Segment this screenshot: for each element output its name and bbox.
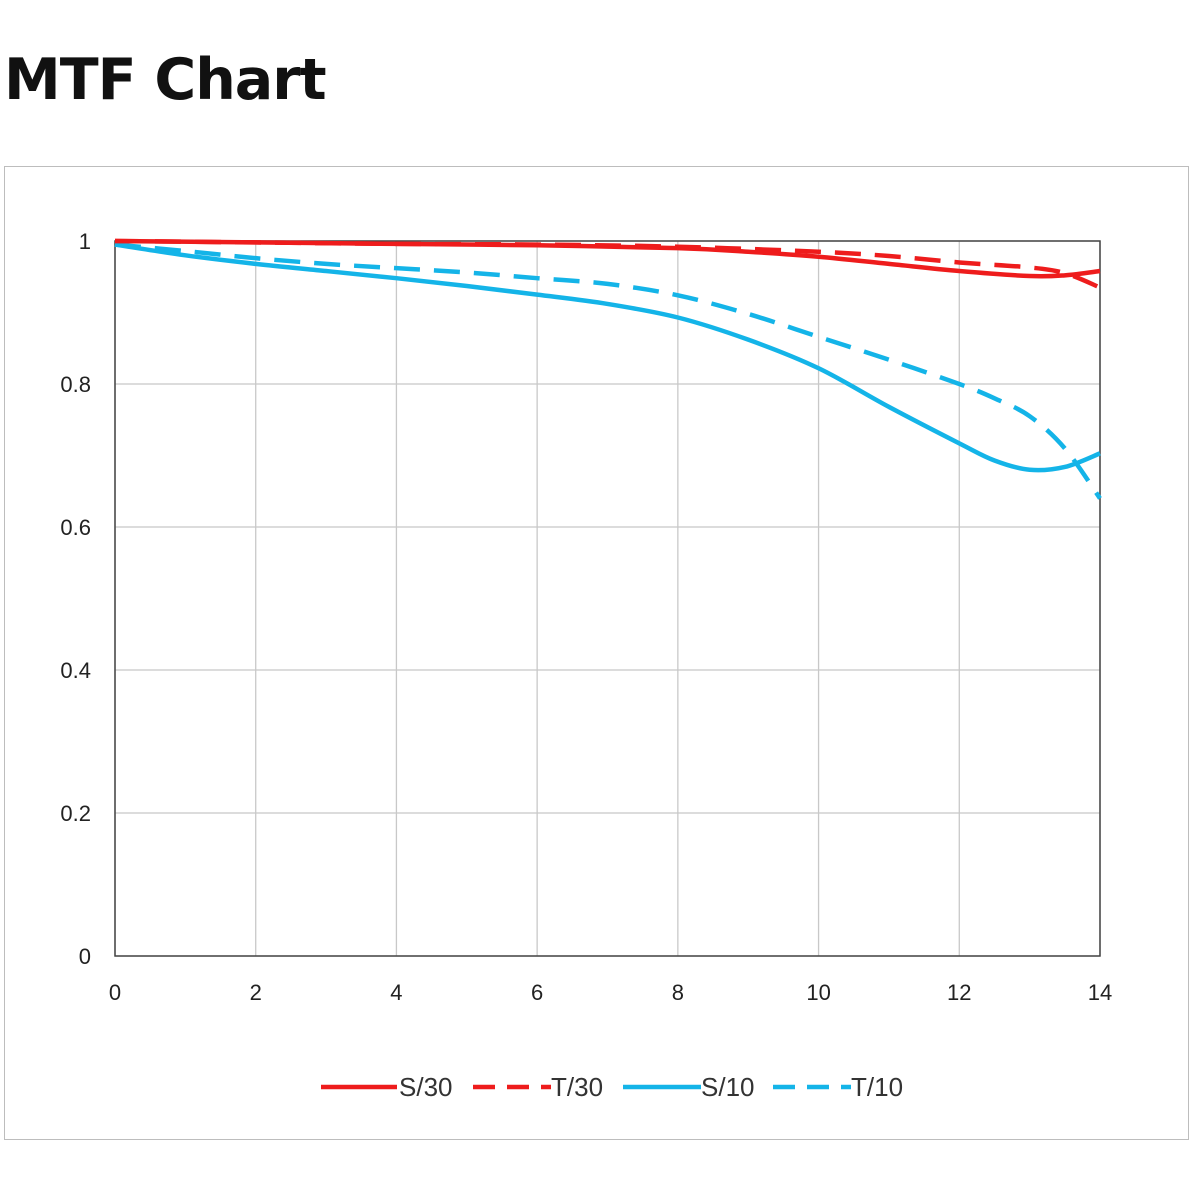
legend-label: S/30 [399,1072,453,1102]
x-tick-label: 2 [250,980,262,1005]
grid-lines [114,240,1101,957]
page-title: MTF Chart [4,47,327,113]
y-tick-label: 0 [79,944,91,969]
y-tick-label: 0.8 [60,372,91,397]
y-tick-label: 0.6 [60,515,91,540]
legend: S/30 T/30 S/10 T/10 [321,1072,903,1102]
y-tick-labels: 0 0.2 0.4 0.6 0.8 1 [60,229,91,969]
x-tick-label: 4 [390,980,402,1005]
series-line-t-30 [114,238,1101,290]
y-tick-label: 0.4 [60,658,91,683]
x-tick-label: 12 [947,980,971,1005]
y-tick-label: 0.2 [60,801,91,826]
series-line-s-10 [114,242,1101,473]
chart-frame: 0 0.2 0.4 0.6 0.8 1 0 2 4 6 8 10 12 14 S/30 T/30 S/10 T… [4,166,1189,1140]
x-tick-label: 0 [109,980,121,1005]
legend-label: T/30 [551,1072,603,1102]
x-tick-labels: 0 2 4 6 8 10 12 14 [109,980,1112,1005]
series-lines [114,238,1102,500]
mtf-chart: 0 0.2 0.4 0.6 0.8 1 0 2 4 6 8 10 12 14 S/30 T/30 S/10 T… [60,229,1112,1102]
plot-area-border [114,240,1101,957]
legend-label: T/10 [851,1072,903,1102]
y-tick-label: 1 [79,229,91,254]
x-tick-label: 8 [672,980,684,1005]
x-tick-label: 10 [806,980,830,1005]
x-tick-label: 14 [1088,980,1112,1005]
series-line-t-10 [114,242,1102,500]
x-tick-label: 6 [531,980,543,1005]
legend-label: S/10 [701,1072,755,1102]
